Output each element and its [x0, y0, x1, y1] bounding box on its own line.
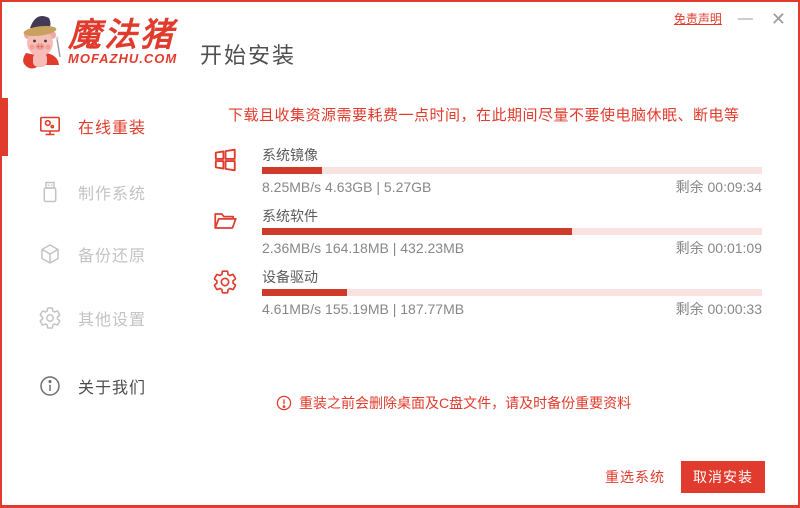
usb-icon: [43, 181, 57, 203]
backup-icon: [41, 244, 59, 264]
progress-bar: [262, 167, 762, 174]
main-content: 下载且收集资源需要耗费一点时间，在此期间尽量不要使电脑休眠、断电等 系统镜像 8…: [198, 90, 798, 420]
minimize-icon[interactable]: —: [737, 9, 753, 27]
download-title: 系统软件: [262, 208, 318, 224]
sidebar-item-about-us[interactable]: 关于我们: [38, 374, 146, 398]
window-controls: 免责声明 — ✕: [673, 8, 788, 29]
logo-subtitle: MOFAZHU.COM: [68, 51, 178, 66]
monitor-icon: [39, 116, 60, 136]
download-list: 系统镜像 8.25MB/s 4.63GB | 5.27GB 剩余 00:09:3…: [212, 146, 762, 329]
logo-title: 魔法猪: [68, 16, 176, 53]
download-row-system-software: 系统软件 2.36MB/s 164.18MB | 432.23MB 剩余 00:…: [212, 207, 762, 257]
backup-warning-text: 重装之前会删除桌面及C盘文件，请及时备份重要资料: [299, 395, 632, 411]
alert-circle-icon: [276, 395, 292, 411]
backup-warning: 重装之前会删除桌面及C盘文件，请及时备份重要资料: [276, 393, 631, 413]
download-notice: 下载且收集资源需要耗费一点时间，在此期间尽量不要使电脑休眠、断电等: [228, 107, 740, 124]
pig-mascot-icon: [23, 15, 61, 69]
sidebar-item-label: 其他设置: [78, 312, 147, 329]
download-remaining: 剩余 00:00:33: [675, 301, 762, 317]
active-item-indicator: [2, 98, 8, 156]
logo-text: 魔法猪 MOFAZHU.COM: [68, 18, 177, 66]
sidebar-item-other-settings[interactable]: 其他设置: [38, 306, 146, 330]
sidebar: 在线重装 制作系统 备份还原 其他设置: [2, 90, 198, 505]
sidebar-item-label: 关于我们: [78, 380, 147, 397]
download-title: 系统镜像: [262, 147, 318, 163]
download-stats: 8.25MB/s 4.63GB | 5.27GB: [262, 179, 432, 195]
download-remaining: 剩余 00:09:34: [675, 179, 762, 195]
close-icon[interactable]: ✕: [770, 8, 786, 29]
cancel-install-button[interactable]: 取消安装: [681, 461, 765, 493]
download-row-device-driver: 设备驱动 4.61MB/s 155.19MB | 187.77MB 剩余 00:…: [212, 268, 762, 318]
progress-bar-fill: [262, 167, 322, 174]
download-row-system-image: 系统镜像 8.25MB/s 4.63GB | 5.27GB 剩余 00:09:3…: [212, 146, 762, 196]
sidebar-item-online-reinstall[interactable]: 在线重装: [38, 114, 146, 138]
app-logo: 魔法猪 MOFAZHU.COM: [16, 12, 177, 72]
sidebar-item-label: 备份还原: [78, 248, 147, 265]
progress-bar: [262, 228, 762, 235]
page-title: 开始安装: [200, 43, 297, 68]
folder-open-icon: [214, 213, 237, 229]
settings-icon: [39, 307, 61, 329]
progress-bar: [262, 289, 762, 296]
download-remaining: 剩余 00:01:09: [675, 240, 762, 256]
progress-bar-fill: [262, 228, 572, 235]
progress-bar-fill: [262, 289, 347, 296]
sidebar-item-make-system[interactable]: 制作系统: [38, 180, 146, 204]
sidebar-item-backup-restore[interactable]: 备份还原: [38, 242, 146, 266]
sidebar-item-label: 在线重装: [78, 120, 147, 137]
windows-icon: [214, 148, 236, 172]
download-title: 设备驱动: [262, 269, 318, 285]
gear-icon: [213, 270, 237, 294]
download-stats: 4.61MB/s 155.19MB | 187.77MB: [262, 301, 465, 317]
download-stats: 2.36MB/s 164.18MB | 432.23MB: [262, 240, 465, 256]
footer-actions: 重选系统 取消安装: [605, 461, 765, 493]
sidebar-item-label: 制作系统: [78, 186, 147, 203]
header: 魔法猪 MOFAZHU.COM 开始安装 免责声明 — ✕: [2, 2, 798, 90]
reselect-system-button[interactable]: 重选系统: [605, 469, 665, 485]
info-icon: [40, 376, 60, 396]
disclaimer-link[interactable]: 免责声明: [673, 12, 722, 26]
